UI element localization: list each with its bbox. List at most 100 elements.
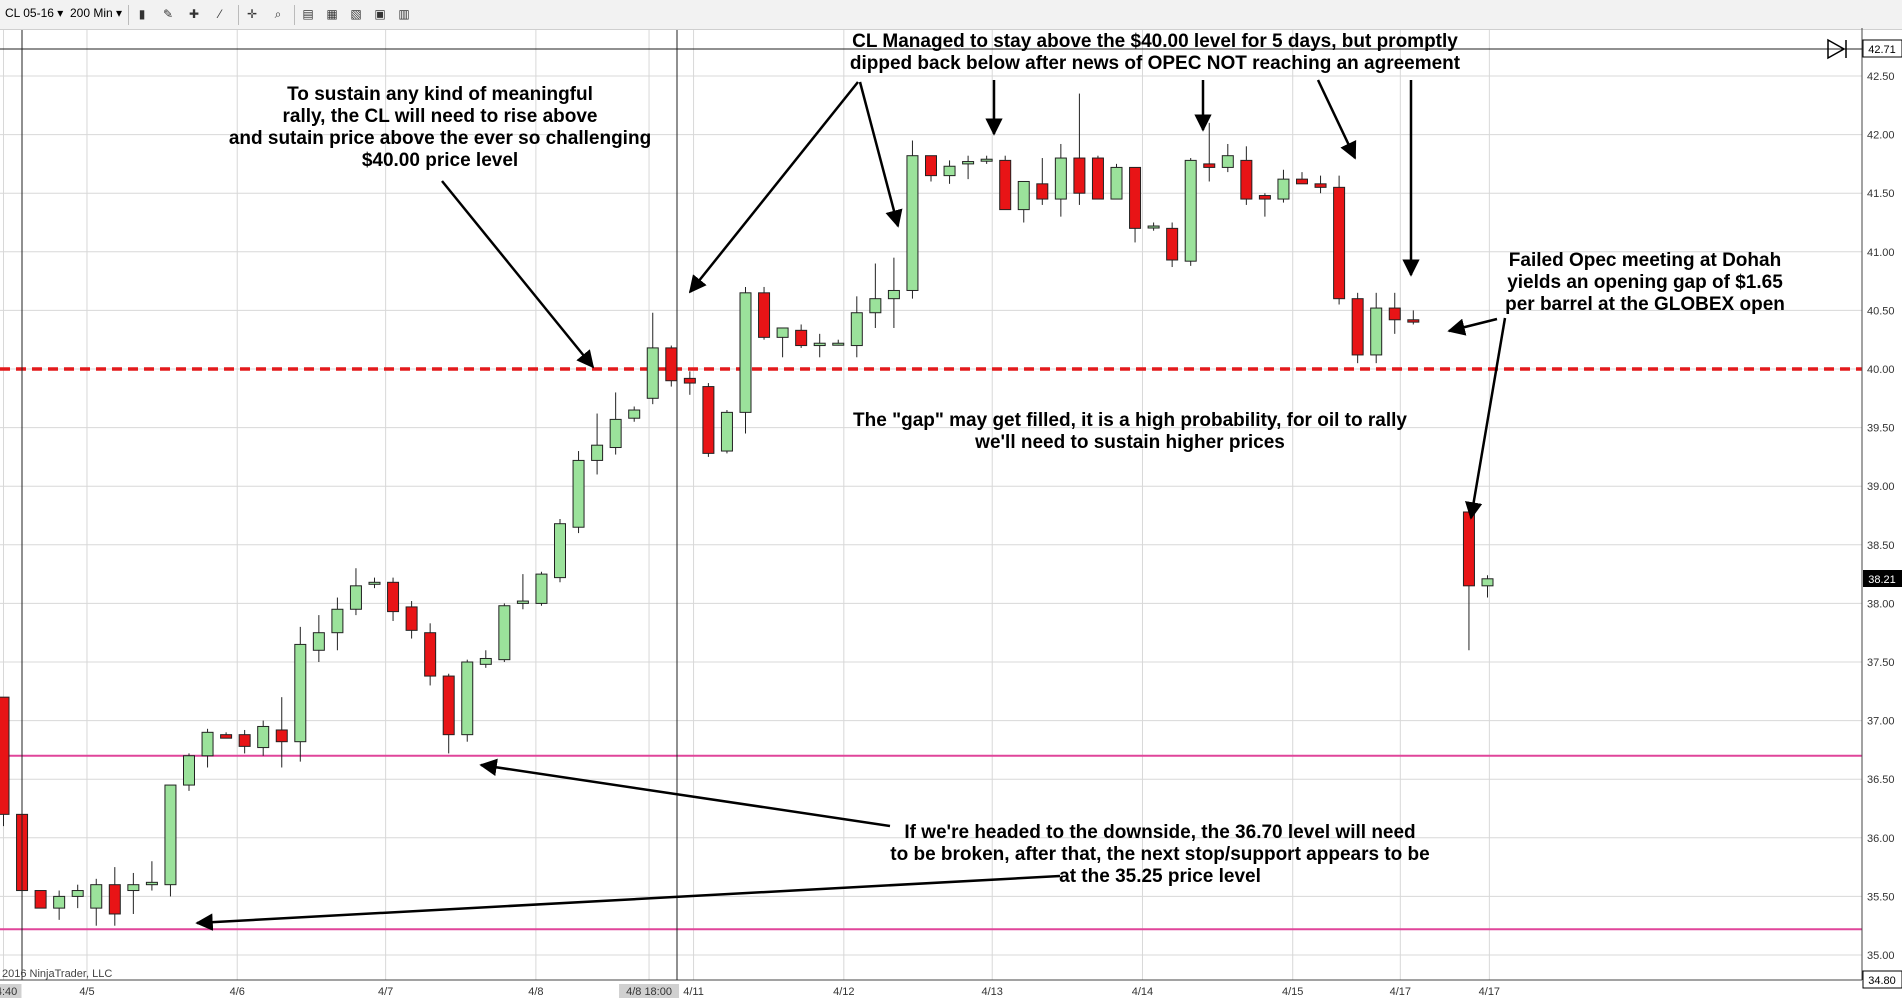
candle-body [1110,166,1123,200]
candle-body [349,585,362,610]
candle-body [1221,155,1234,168]
arrow-to-breakout [688,81,859,294]
lowest-price-label: 34.80 [1868,975,1896,987]
price-tick-label: 39.00 [1867,481,1895,493]
snapshot-icon[interactable]: ▣ [374,7,386,21]
candle-body [220,734,233,739]
toolbar-divider [128,5,129,25]
candle-body [980,158,993,162]
zoom-icon[interactable]: ⌕ [274,7,282,21]
candle-body [999,159,1012,211]
annotation-line: and sutain price above the ever so chall… [228,128,652,149]
data-box-icon[interactable]: ▤ [302,7,314,21]
instrument-label: CL 05-16 [5,6,54,20]
candle-body [925,155,937,177]
copyright-label: 2016 NinjaTrader, LLC [2,968,112,980]
candle-body [145,881,158,886]
price-tick-label: 35.50 [1867,891,1895,903]
candle-body [1462,511,1475,587]
annotation-line: CL Managed to stay above the $40.00 leve… [852,31,1458,52]
arrow-to-36-70 [479,758,891,828]
price-tick-label: 38.00 [1867,598,1895,610]
annotation-line: to be broken, after that, the next stop/… [890,844,1430,865]
time-tick-label: 4/5 [79,986,94,998]
candle-body [461,661,474,736]
candle-body [1036,183,1049,200]
annotation-arrows [195,79,1507,931]
strategies-icon[interactable]: ▦ [326,7,338,21]
candle-body [795,329,808,347]
candle-body [943,165,956,177]
candle-body [1333,186,1346,300]
panel-icon[interactable]: ▥ [398,7,410,21]
candle-body [183,755,195,786]
toolbar-divider [294,5,295,25]
instrument-selector[interactable]: CL 05-16 ▾ [5,6,64,20]
candle-body [758,292,771,338]
candle-body [498,605,511,661]
draw-pencil-icon[interactable]: ✎ [162,7,174,21]
time-tick-label: 4/14 [1132,986,1153,998]
candle-body [71,890,84,897]
candle-body [1296,178,1308,185]
price-tick-label: 39.50 [1867,423,1895,435]
time-tick-label: 4/13 [982,986,1003,998]
interval-selector[interactable]: 200 Min ▾ [70,6,123,20]
candle-body [591,444,604,461]
candle-body [275,729,288,743]
candle-body [665,347,678,382]
remove-drawing-icon[interactable]: ⁄ [218,7,221,21]
candle-body [776,327,789,338]
candle-body [1129,166,1142,229]
price-tick-label: 40.00 [1867,364,1895,376]
candle-body [1091,157,1104,200]
annotation-line: we'll need to sustain higher prices [975,432,1285,453]
candle-body [331,608,344,634]
scroll-end-icon[interactable] [1827,38,1847,60]
candle-body [1407,319,1420,323]
time-tick-label: 4/17 [1390,986,1411,998]
crosshair-price-label: 42.71 [1868,44,1896,56]
candle-body [962,161,975,165]
candle-body [1147,225,1160,229]
annotation-line: If we're headed to the downside, the 36.… [904,822,1416,843]
candle-body [906,155,919,291]
toolbar: CL 05-16 ▾ 200 Min ▾ ▮ ✎ ✚ ⁄ ✛ ⌕ ▤ ▦ ▧ ▣… [0,0,1902,30]
candle-body [535,573,548,604]
price-tick-label: 35.00 [1867,950,1895,962]
candle-body [572,459,585,528]
arrow-to-friday-close [1447,317,1498,336]
time-label-highlight [619,984,680,998]
price-tick-label: 36.00 [1867,833,1895,845]
candle-body [424,632,437,677]
properties-icon[interactable]: ▧ [350,7,362,21]
time-axis-labels: 14:40 4/5 4/6 4/7 4/8 4/8 18:00 4/11 4/12 4/13 4/… [0,984,1500,998]
candle-body [1166,227,1179,261]
time-tick-label: 4/12 [833,986,854,998]
price-markers: 42.71 38.21 34.80 [1827,38,1902,989]
time-tick-label: 14:40 [0,986,17,998]
candle-body [720,411,733,452]
candle-body [702,386,715,454]
candle-body [312,632,325,651]
candle-body [108,884,121,915]
annotation-failed-opec: Failed Opec meeting at Dohah yields an o… [1490,250,1800,316]
time-tick-label: 4/17 [1479,986,1500,998]
last-price-marker [1863,570,1902,587]
annotation-line: rally, the CL will need to rise above [282,106,598,127]
add-indicator-icon[interactable]: ✚ [188,7,200,21]
chart-style-icon[interactable]: ▮ [138,7,146,21]
candles [0,93,1494,926]
annotation-downside-levels: If we're headed to the downside, the 36.… [880,822,1440,888]
candle-body [850,312,863,347]
candle-body [53,895,66,909]
annotation-line: $40.00 price level [361,150,519,171]
candle-body [887,289,900,300]
candle-body [1314,183,1327,188]
time-label-highlight [0,984,22,998]
candle-body [1258,195,1271,200]
crosshair-icon[interactable]: ✛ [246,7,258,21]
arrow-to-40-level [441,180,595,369]
candle-body [609,418,622,449]
